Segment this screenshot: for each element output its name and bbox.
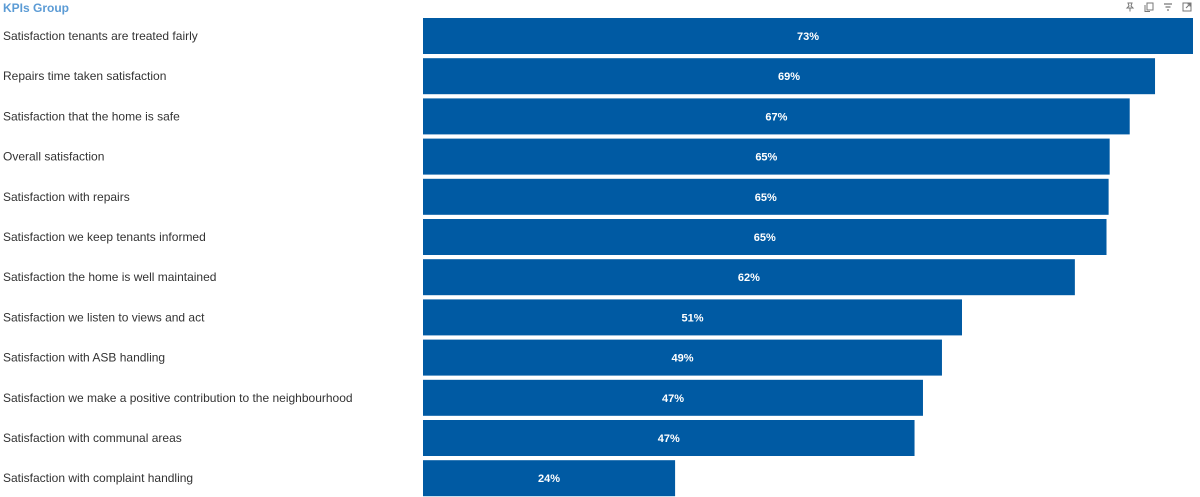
bar[interactable] xyxy=(423,18,1193,54)
category-label: Satisfaction we listen to views and act xyxy=(3,310,205,324)
category-label: Satisfaction the home is well maintained xyxy=(3,270,216,284)
data-label: 49% xyxy=(671,353,693,365)
data-label: 69% xyxy=(778,71,800,83)
bar[interactable] xyxy=(423,98,1130,135)
data-label: 73% xyxy=(797,31,819,43)
bar[interactable] xyxy=(423,138,1110,175)
pin-icon[interactable] xyxy=(1125,2,1135,12)
category-label: Repairs time taken satisfaction xyxy=(3,69,166,83)
data-label: 65% xyxy=(755,192,777,204)
expand-icon[interactable] xyxy=(1182,2,1192,12)
chart-title: KPIs Group xyxy=(3,1,70,15)
category-label: Satisfaction we make a positive contribu… xyxy=(3,391,353,405)
category-label: Satisfaction we keep tenants informed xyxy=(3,230,206,244)
data-label: 47% xyxy=(658,433,680,445)
bar[interactable] xyxy=(423,339,942,376)
bar[interactable] xyxy=(423,219,1107,255)
bar[interactable] xyxy=(423,460,676,497)
category-label: Overall satisfaction xyxy=(3,150,104,164)
bar[interactable] xyxy=(423,178,1109,215)
bar[interactable] xyxy=(423,420,915,456)
data-label: 65% xyxy=(754,232,776,244)
category-label: Satisfaction tenants are treated fairly xyxy=(3,29,198,43)
category-label: Satisfaction with communal areas xyxy=(3,431,182,445)
filter-icon[interactable] xyxy=(1163,2,1173,12)
visual-toolbar xyxy=(1125,2,1192,12)
data-label: 62% xyxy=(738,272,760,284)
bar[interactable] xyxy=(423,299,962,336)
category-label: Satisfaction with complaint handling xyxy=(3,471,193,485)
data-label: 67% xyxy=(765,111,787,123)
bar[interactable] xyxy=(423,259,1075,296)
copy-icon[interactable] xyxy=(1144,2,1154,12)
bar[interactable] xyxy=(423,58,1156,95)
bar[interactable] xyxy=(423,379,923,416)
data-label: 47% xyxy=(662,393,684,405)
data-label: 24% xyxy=(538,473,560,485)
data-label: 51% xyxy=(681,312,703,324)
category-label: Satisfaction that the home is safe xyxy=(3,109,180,123)
category-label: Satisfaction with repairs xyxy=(3,190,130,204)
category-label: Satisfaction with ASB handling xyxy=(3,351,165,365)
data-label: 65% xyxy=(755,152,777,164)
